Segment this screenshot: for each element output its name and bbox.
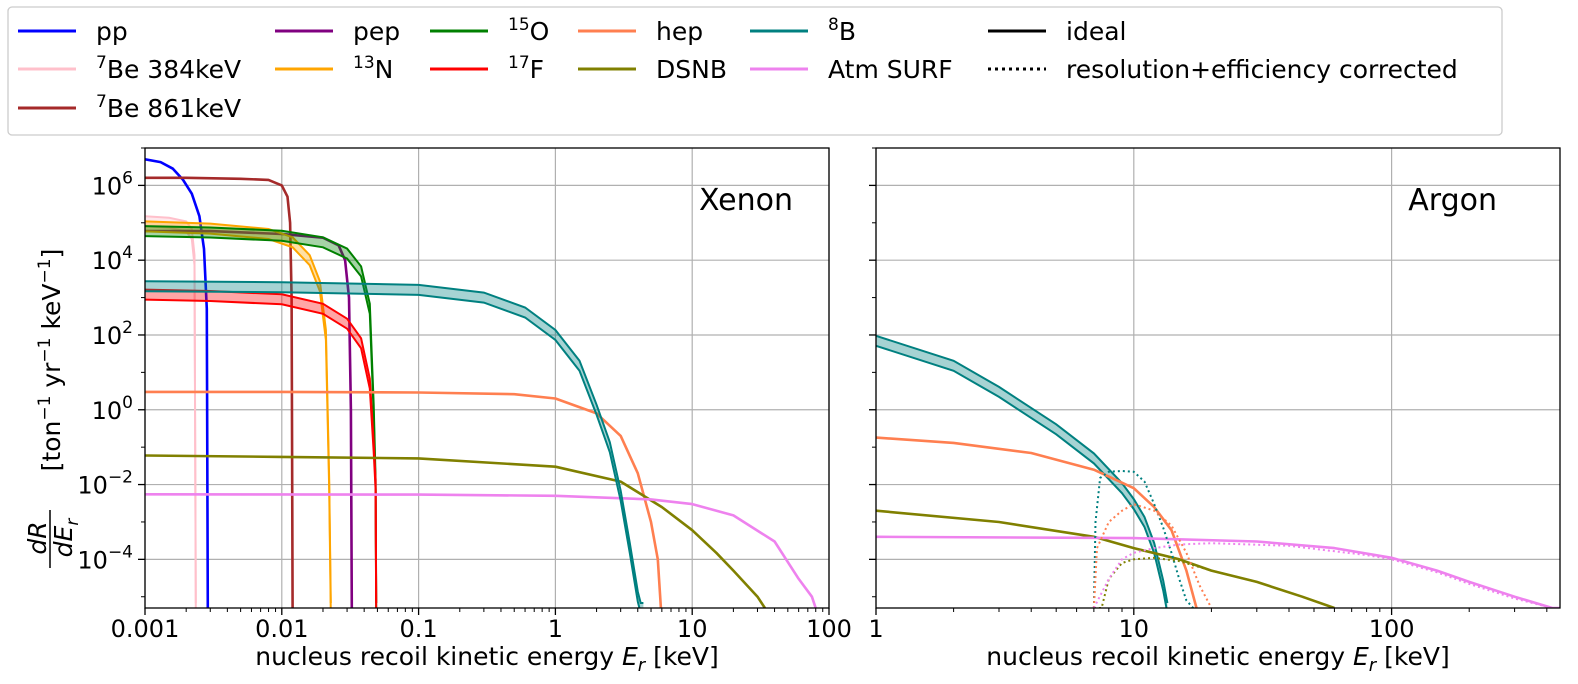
- x-tick-label: 100: [806, 615, 852, 643]
- x-tick-label: 10: [1119, 615, 1150, 643]
- x-tick-label: 1: [548, 615, 563, 643]
- series-dsnb: [876, 509, 1335, 608]
- y-label-fraction-num: dR: [23, 521, 52, 554]
- x-tick-label: 10: [677, 615, 708, 643]
- series-hep: [145, 390, 663, 608]
- series-line: [145, 390, 663, 608]
- series-band-edge: [145, 230, 332, 608]
- series-band-edge: [876, 344, 1168, 608]
- series-band-edge: [145, 280, 644, 604]
- series-line: [1092, 470, 1194, 608]
- y-tick-label: 10−2: [77, 468, 133, 500]
- legend-label: resolution+efficiency corrected: [1066, 55, 1458, 84]
- y-tick-label: 10−4: [77, 542, 133, 574]
- series-band: [145, 281, 644, 608]
- series-8b-corrected: [1092, 470, 1194, 608]
- x-tick-label: 0.01: [255, 615, 308, 643]
- series-hep: [876, 436, 1198, 608]
- grid-argon: [875, 148, 1560, 608]
- series-band-edge: [145, 288, 378, 604]
- legend-label: DSNB: [656, 55, 727, 84]
- series-hep-corrected: [1092, 503, 1213, 608]
- series-line: [1092, 503, 1213, 608]
- x-tick-label: 0.001: [111, 615, 180, 643]
- legend-label: 7Be 861keV: [96, 92, 241, 123]
- y-axis-label: dR dEr [ton−1 yr−1 keV−1]: [23, 249, 83, 568]
- series-17f: [145, 288, 378, 608]
- panel-xenon: 0.001 0.01 0.1 1 10 100 106 104 102 100 10−2 10−4 X…: [77, 147, 852, 643]
- panel-argon: 1 10 100 Argon: [868, 147, 1561, 643]
- series-pp: [145, 158, 210, 608]
- series-line: [145, 492, 817, 608]
- ticks-argon: 1 10 100: [868, 147, 1548, 643]
- legend-label: hep: [656, 17, 703, 46]
- panel-title-xenon: Xenon: [699, 183, 793, 218]
- series-13n: [145, 220, 332, 608]
- series-line: [876, 509, 1335, 608]
- panel-title-argon: Argon: [1408, 183, 1497, 218]
- series-band: [145, 221, 331, 608]
- y-tick-label: 106: [92, 168, 133, 200]
- series-7be-384kev: [145, 215, 197, 608]
- x-tick-label: 100: [1369, 615, 1415, 643]
- series-band-edge: [145, 225, 197, 608]
- axes-frame-xenon: [144, 147, 830, 609]
- series-xenon: [145, 158, 817, 608]
- series-dsnb: [145, 454, 766, 608]
- series-band: [876, 335, 1168, 608]
- series-line: [876, 436, 1198, 608]
- y-label-units: [ton−1 yr−1 keV−1]: [35, 249, 66, 472]
- series-line: [145, 454, 766, 608]
- y-tick-label: 100: [92, 393, 133, 425]
- legend-label: pp: [96, 17, 128, 46]
- legend-label: Atm SURF: [828, 55, 953, 84]
- series-band-edge: [876, 334, 1169, 604]
- legend-label: ideal: [1066, 17, 1126, 46]
- series-8b: [145, 280, 644, 608]
- legend-frame: [7, 6, 1503, 136]
- legend: pp 7Be 384keV 7Be 861keV pep 13N 15O 17F hep DSN…: [7, 6, 1503, 136]
- series-line: [1093, 542, 1553, 608]
- legend-label: 17F: [508, 53, 544, 84]
- x-axis-label-xenon: nucleus recoil kinetic energy Er [keV]: [255, 642, 718, 676]
- series-line: [145, 158, 210, 608]
- x-axis-label-argon: nucleus recoil kinetic energy Er [keV]: [986, 642, 1449, 676]
- series-line: [1093, 556, 1335, 608]
- series-band: [145, 226, 377, 608]
- series-line: [876, 535, 1560, 608]
- legend-label: pep: [353, 17, 400, 46]
- series-atm-surf-corrected: [1093, 542, 1553, 608]
- legend-label: 15O: [508, 15, 549, 46]
- legend-label: 13N: [353, 53, 393, 84]
- series-band-edge: [145, 220, 332, 604]
- x-tick-label: 1: [868, 615, 883, 643]
- x-tick-label: 0.1: [400, 615, 438, 643]
- y-tick-label: 104: [92, 243, 133, 275]
- series-atm-surf: [145, 492, 817, 608]
- series-line: [145, 176, 294, 608]
- series-dsnb-corrected: [1093, 556, 1335, 608]
- series-band-edge: [145, 298, 378, 608]
- series-band: [145, 216, 196, 608]
- legend-label: 8B: [828, 15, 856, 46]
- ticks-xenon: 0.001 0.01 0.1 1 10 100 106 104 102 100 10−2 10−4: [77, 147, 852, 643]
- series-8b: [876, 334, 1169, 608]
- y-tick-label: 102: [92, 318, 133, 350]
- legend-label: 7Be 384keV: [96, 53, 241, 84]
- series-atm-surf: [876, 535, 1560, 608]
- y-label-fraction-den: dEr: [49, 518, 83, 558]
- series-band: [145, 289, 377, 608]
- series-7be-861kev: [145, 176, 294, 608]
- series-band-edge: [145, 290, 641, 608]
- series-argon: [876, 334, 1560, 608]
- axes-frame-argon: [875, 147, 1561, 609]
